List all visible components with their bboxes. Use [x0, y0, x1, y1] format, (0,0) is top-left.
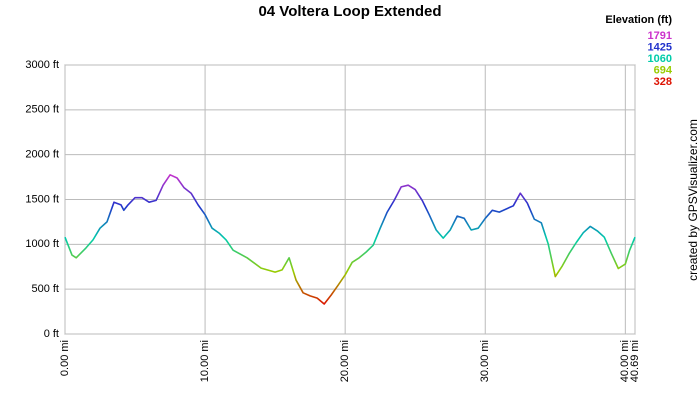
y-tick-label: 3000 ft: [25, 59, 59, 71]
chart-title: 04 Voltera Loop Extended: [258, 3, 441, 20]
legend-value: 1791: [648, 30, 672, 42]
x-tick-label: 40.69 mi: [629, 340, 641, 382]
x-tick-label: 0.00 mi: [59, 340, 71, 376]
legend-value: 1425: [648, 41, 672, 53]
x-tick-label: 40.00 mi: [619, 340, 631, 382]
y-tick-label: 2000 ft: [25, 149, 59, 161]
y-tick-label: 0 ft: [44, 328, 59, 340]
y-tick-label: 2500 ft: [25, 104, 59, 116]
legend-value: 694: [654, 64, 673, 76]
x-tick-label: 30.00 mi: [479, 340, 491, 382]
x-tick-label: 10.00 mi: [199, 340, 211, 382]
legend-title: Elevation (ft): [605, 14, 672, 26]
y-tick-label: 1000 ft: [25, 238, 59, 250]
legend-value: 1060: [648, 53, 672, 65]
y-tick-label: 500 ft: [31, 283, 59, 295]
y-tick-label: 1500 ft: [25, 193, 59, 205]
legend-value: 328: [654, 76, 672, 88]
credit: created by GPSVisualizer.com: [686, 119, 700, 281]
x-tick-label: 20.00 mi: [339, 340, 351, 382]
elevation-line: [64, 174, 636, 305]
